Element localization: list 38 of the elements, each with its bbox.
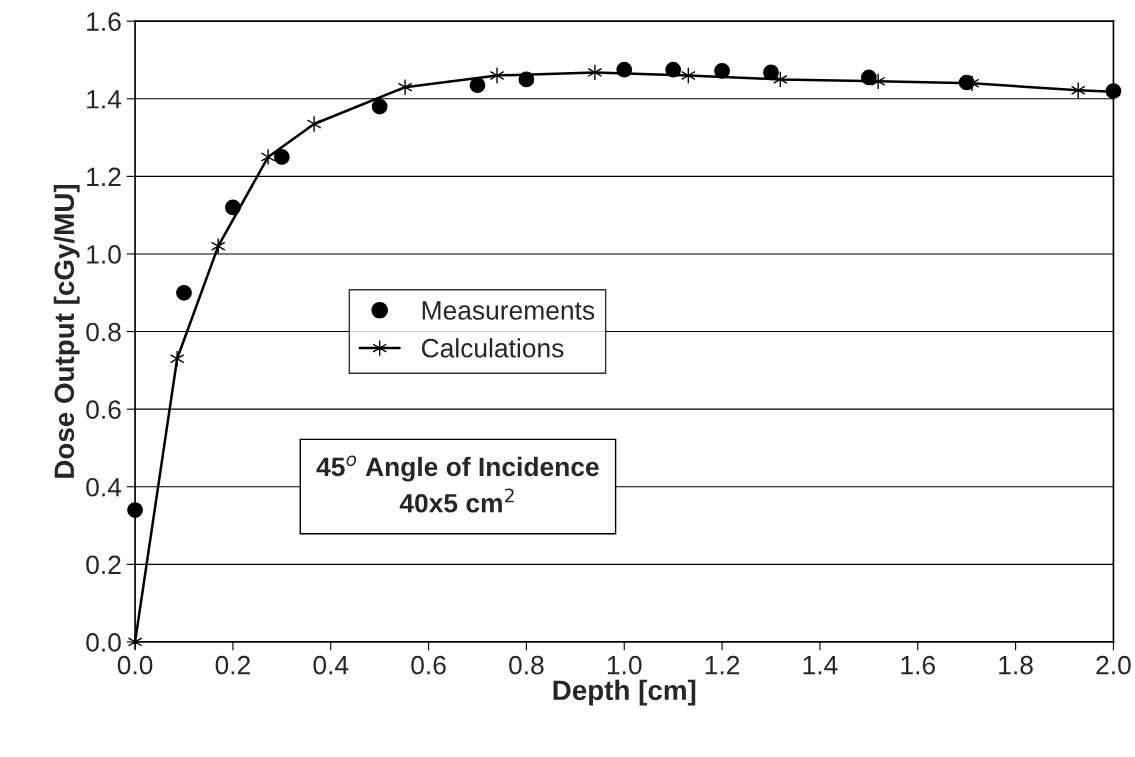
x-axis-title: Depth [cm] xyxy=(553,679,696,706)
y-tick-label: 0.2 xyxy=(86,555,121,575)
point xyxy=(397,78,413,96)
x-tick-label: 2.0 xyxy=(1096,655,1131,675)
x-tick-label: 0.6 xyxy=(411,655,446,675)
y-tick-label: 0.0 xyxy=(86,633,121,652)
point xyxy=(469,77,486,94)
y-tick-label: 0.4 xyxy=(86,477,122,497)
point xyxy=(489,67,505,84)
point xyxy=(127,633,143,651)
y-tick-label: 1.0 xyxy=(87,245,121,264)
y-tick-label: 0.6 xyxy=(86,400,121,419)
legend-label: Measurements xyxy=(422,301,595,320)
y-tick-label: 1.4 xyxy=(87,90,122,109)
x-tick-label: 0.2 xyxy=(215,655,250,675)
point xyxy=(306,115,322,133)
x-tick-label: 0.4 xyxy=(313,655,349,675)
legend-label: Calculations xyxy=(421,338,564,358)
point xyxy=(587,64,603,81)
y-tick-label: 1.6 xyxy=(87,12,121,32)
x-tick-label: 1.6 xyxy=(901,655,935,675)
x-tick-label: 1.4 xyxy=(803,656,838,675)
point xyxy=(169,350,185,368)
point xyxy=(273,149,290,165)
point xyxy=(176,284,192,301)
point xyxy=(371,98,388,115)
point xyxy=(260,148,276,166)
x-tick-label: 0.8 xyxy=(509,655,544,675)
y-tick-label: 0.8 xyxy=(86,322,121,342)
y-tick-label: 1.2 xyxy=(87,167,121,186)
point xyxy=(127,502,143,518)
x-tick-label: 1.8 xyxy=(999,655,1033,675)
y-axis-title: Dose Output [cGy/MU] xyxy=(53,184,80,478)
x-tick-label: 1.0 xyxy=(607,655,642,675)
x-tick-label: 1.2 xyxy=(705,655,740,675)
x-tick-label: 0.0 xyxy=(117,655,153,675)
point xyxy=(870,72,886,90)
annotation: 45$^{o}$ Angle of Incidence 40x5 cm$^{2}$ xyxy=(316,455,599,513)
